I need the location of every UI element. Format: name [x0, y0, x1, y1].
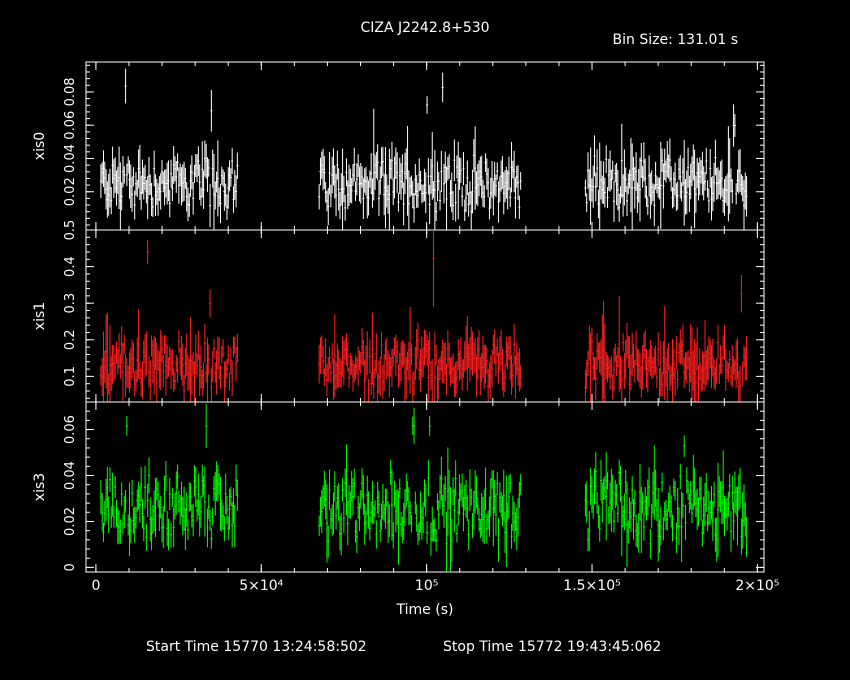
x-tick-label: 10⁵ — [415, 578, 438, 594]
y-tick-label-xis3: 0.04 — [63, 461, 78, 490]
y-tick-label-xis0: 0.04 — [63, 144, 78, 173]
y-axis-label-xis1: xis1 — [32, 302, 48, 330]
y-tick-label-xis1: 0.1 — [63, 366, 78, 387]
y-tick-label-xis3: 0.02 — [63, 507, 78, 536]
y-tick-label-xis0: 0.06 — [63, 111, 78, 140]
y-tick-label-xis1: 0.2 — [63, 329, 78, 350]
y-tick-label-xis1: 0.4 — [63, 256, 78, 277]
y-tick-label-xis0: 0.02 — [63, 177, 78, 206]
series-xis0 — [99, 68, 748, 230]
x-tick-label: 1.5×10⁵ — [563, 578, 620, 594]
start-time-label: Start Time 15770 13:24:58:502 — [146, 639, 367, 655]
y-tick-label-xis1: 0.3 — [63, 293, 78, 314]
y-tick-label-xis3: 0 — [63, 563, 78, 571]
chart-title: CIZA J2242.8+530 — [360, 20, 489, 36]
series-xis3 — [99, 403, 748, 572]
plot-area: 0.020.040.060.08xis00.10.20.30.40.5xis10… — [32, 61, 779, 594]
bin-size-label: Bin Size: 131.01 s — [613, 32, 738, 48]
x-tick-label: 5×10⁴ — [239, 578, 283, 594]
y-axis-label-xis3: xis3 — [32, 473, 48, 501]
y-tick-label-xis1: 0.5 — [63, 220, 78, 241]
x-tick-label: 0 — [91, 578, 100, 594]
x-axis-label: Time (s) — [396, 602, 454, 618]
panel-frame-xis3 — [85, 401, 765, 573]
panel-xis1: 0.1 0.2 0.3 0.4 0.5 xis1 — [32, 220, 765, 403]
panel-xis0: 0.02 0.04 0.06 0.08 xis0 — [32, 61, 765, 231]
series-xis1 — [99, 230, 748, 402]
y-tick-label-xis0: 0.08 — [63, 77, 78, 106]
stop-time-label: Stop Time 15772 19:43:45:062 — [443, 639, 661, 655]
y-axis-label-xis0: xis0 — [32, 132, 48, 160]
x-tick-label: 2×10⁵ — [735, 578, 779, 594]
y-tick-label-xis3: 0.06 — [63, 415, 78, 444]
panel-xis3: 0 0.02 0.04 0.06 xis3 — [32, 401, 765, 573]
